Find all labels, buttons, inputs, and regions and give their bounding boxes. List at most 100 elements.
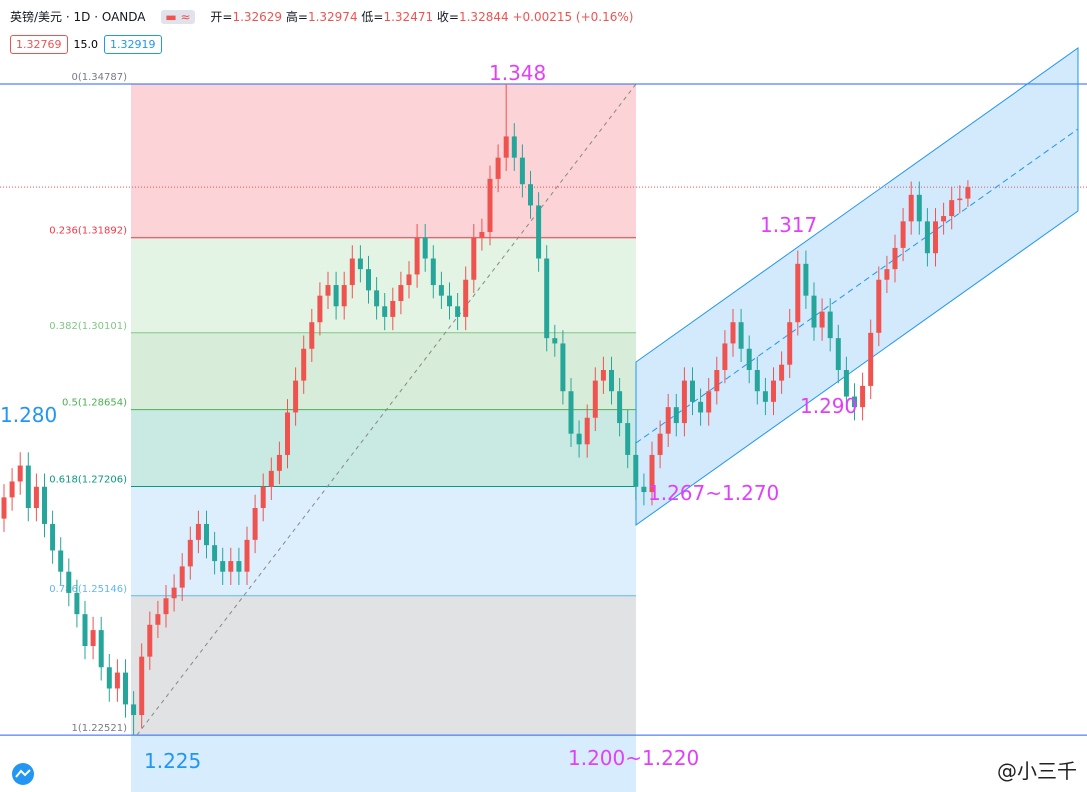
candle — [681, 367, 687, 437]
candle — [25, 452, 31, 522]
body — [333, 285, 339, 307]
body — [366, 269, 371, 291]
candle — [641, 473, 647, 506]
body — [576, 433, 582, 445]
candle — [463, 266, 469, 331]
body — [252, 508, 258, 540]
body — [398, 285, 404, 301]
body — [455, 306, 461, 317]
body — [204, 523, 209, 546]
body — [641, 486, 647, 493]
body — [852, 396, 857, 408]
label: 开= — [210, 10, 233, 24]
candle — [738, 308, 744, 363]
body — [779, 364, 785, 381]
body — [552, 338, 558, 344]
candle — [58, 537, 64, 585]
candle — [941, 202, 947, 235]
body — [106, 667, 112, 689]
candle — [673, 393, 679, 437]
body — [698, 401, 704, 413]
body — [843, 369, 849, 397]
candle — [66, 558, 72, 607]
candle — [933, 208, 938, 267]
candle — [1, 484, 7, 532]
body — [681, 380, 687, 424]
candle — [843, 356, 849, 410]
candle — [236, 547, 242, 585]
body — [584, 417, 590, 445]
fib-label: 0.236(1.31892) — [49, 226, 127, 237]
candle — [811, 282, 817, 341]
candle — [617, 377, 623, 437]
candle — [876, 266, 882, 347]
body — [609, 369, 614, 392]
trend-line — [136, 83, 637, 736]
body — [463, 279, 469, 317]
body — [560, 343, 566, 392]
candle — [17, 452, 23, 495]
candle — [762, 377, 768, 416]
candle — [908, 181, 914, 235]
candle — [657, 420, 663, 469]
candle — [609, 356, 614, 405]
fib-zone — [131, 84, 636, 238]
candle — [309, 308, 315, 363]
body — [746, 348, 752, 370]
logo[interactable] — [8, 762, 38, 786]
candle — [163, 584, 169, 628]
body — [390, 300, 396, 317]
candle — [957, 185, 963, 214]
annotation: 1.348 — [489, 61, 546, 85]
label: 收= — [436, 10, 459, 24]
value: 1.32844 — [458, 10, 509, 24]
candle — [868, 319, 874, 400]
body — [762, 391, 768, 402]
icons[interactable]: ▬ ≈ — [161, 10, 195, 24]
candle — [341, 271, 347, 320]
body — [163, 598, 169, 615]
candle — [690, 367, 695, 416]
body — [147, 624, 153, 657]
candle — [366, 255, 371, 304]
candle — [212, 531, 218, 575]
candle — [746, 335, 752, 384]
candle — [592, 367, 598, 432]
body — [58, 550, 64, 572]
body — [811, 295, 817, 328]
body — [657, 433, 663, 455]
interval: 1D — [73, 10, 91, 24]
buy[interactable]: 1.32919 — [104, 35, 162, 54]
candle — [471, 224, 477, 294]
body — [114, 672, 120, 689]
annotation: 1.200~1.220 — [568, 746, 699, 770]
source: OANDA — [101, 10, 146, 24]
candle — [706, 377, 712, 426]
candle — [479, 218, 485, 251]
candle — [244, 526, 250, 585]
candle — [42, 473, 47, 538]
candle — [924, 208, 930, 267]
candle — [754, 356, 760, 405]
candle — [293, 367, 299, 426]
candle — [374, 277, 380, 320]
body — [714, 369, 720, 392]
candle — [398, 271, 404, 315]
body — [738, 322, 744, 349]
candle — [406, 261, 412, 299]
sell[interactable]: 1.32769 — [10, 35, 68, 54]
symbol: 英镑/美元 — [10, 10, 63, 24]
body — [325, 285, 331, 296]
body — [949, 200, 955, 217]
candle — [333, 271, 339, 320]
body — [528, 184, 533, 206]
body — [25, 465, 31, 509]
body — [495, 157, 501, 179]
fib-label: 1(1.22521) — [71, 723, 127, 734]
candle — [131, 691, 137, 736]
body — [900, 221, 906, 248]
candle — [803, 250, 809, 309]
candle — [495, 144, 501, 193]
body — [754, 369, 760, 392]
